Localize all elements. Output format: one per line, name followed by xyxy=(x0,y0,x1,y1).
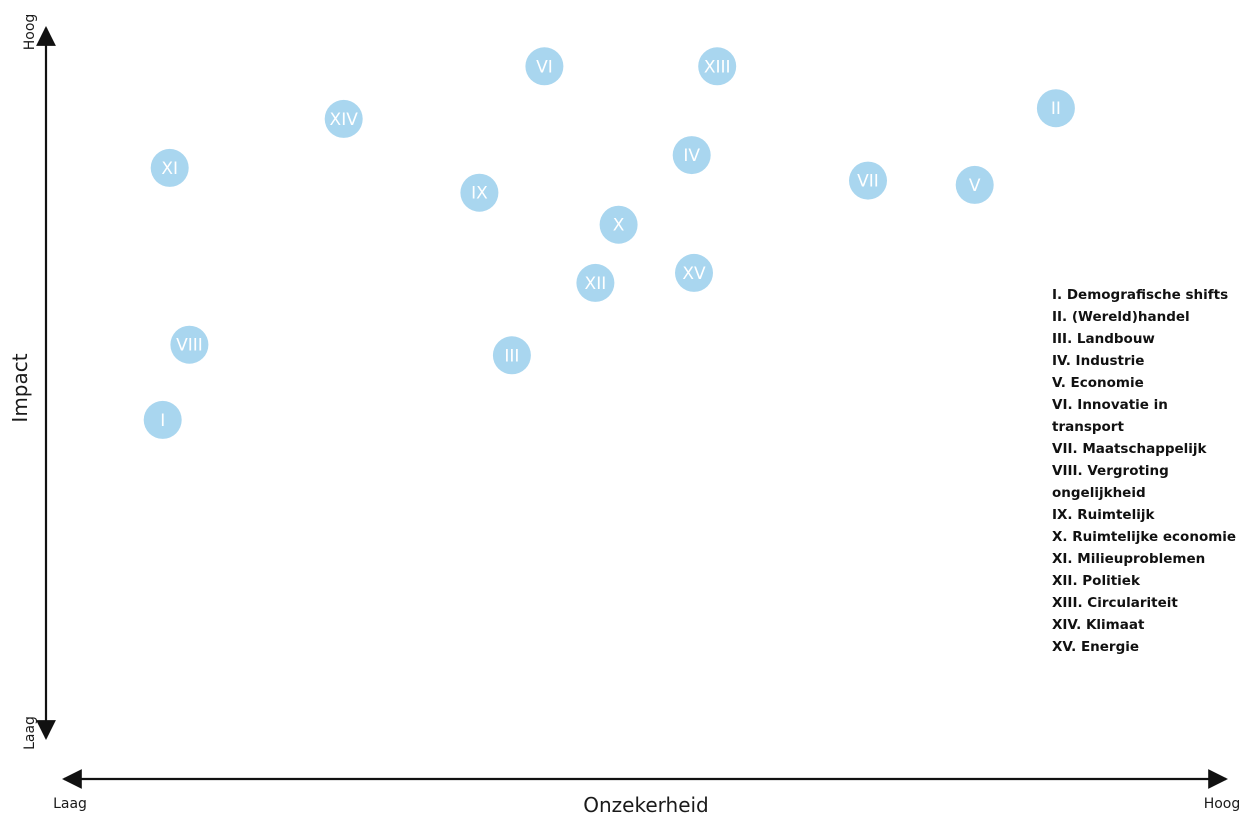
x-axis-high-label: Hoog xyxy=(1204,796,1241,812)
x-axis-title: Onzekerheid xyxy=(583,793,709,817)
point-marker xyxy=(1036,89,1075,128)
legend-item: VI. Innovatie in transport xyxy=(1052,397,1168,435)
point-marker xyxy=(324,99,363,138)
point-marker xyxy=(672,136,711,175)
point-marker xyxy=(143,400,182,439)
x-axis-low-label: Laag xyxy=(53,796,87,812)
legend: I. Demografische shifts II. (Wereld)hand… xyxy=(1052,284,1242,658)
point-marker xyxy=(955,165,994,204)
point-label: X xyxy=(613,216,625,236)
y-axis-low-label: Laag xyxy=(22,716,38,750)
point-label: III xyxy=(504,346,519,366)
point-marker xyxy=(460,173,499,212)
point-marker xyxy=(576,263,615,302)
point-label: II xyxy=(1051,99,1061,119)
legend-item: IV. Industrie xyxy=(1052,353,1145,369)
point-marker xyxy=(599,205,638,244)
point-marker xyxy=(675,253,713,292)
point-label: XI xyxy=(161,159,178,179)
point-label: VII xyxy=(857,172,879,192)
legend-item: XI. Milieuproblemen xyxy=(1052,551,1206,567)
legend-item: IX. Ruimtelijk xyxy=(1052,507,1155,523)
y-axis-title: Impact xyxy=(8,353,32,422)
point-label: XIV xyxy=(330,110,359,130)
point-label: V xyxy=(969,176,981,196)
point-label: XV xyxy=(682,264,706,284)
point-label: XIII xyxy=(704,57,731,77)
legend-item: VIII. Vergroting ongelijkheid xyxy=(1052,463,1169,501)
legend-item: II. (Wereld)handel xyxy=(1052,309,1190,325)
legend-item: XV. Energie xyxy=(1052,639,1140,655)
point-marker xyxy=(698,47,737,86)
legend-item: XIII. Circulariteit xyxy=(1052,595,1178,611)
point-label: IX xyxy=(471,184,488,204)
point-label: I xyxy=(160,411,165,431)
legend-item: VII. Maatschappelijk xyxy=(1052,441,1207,457)
point-label: VI xyxy=(536,57,553,77)
point-label: XII xyxy=(585,274,607,294)
legend-item: X. Ruimtelijke economie xyxy=(1052,529,1237,545)
point-label: IV xyxy=(683,146,700,166)
legend-item: XII. Politiek xyxy=(1052,573,1140,589)
point-marker xyxy=(170,325,209,364)
legend-item: V. Economie xyxy=(1052,375,1144,391)
point-marker xyxy=(849,161,887,200)
point-marker xyxy=(150,148,189,187)
legend-item: XIV. Klimaat xyxy=(1052,617,1145,633)
point-label: VIII xyxy=(176,336,203,356)
point-marker xyxy=(525,47,564,86)
point-marker xyxy=(492,336,531,375)
legend-item: I. Demografische shifts xyxy=(1052,287,1229,303)
y-axis-high-label: Hoog xyxy=(22,14,38,51)
legend-item: III. Landbouw xyxy=(1052,331,1155,347)
